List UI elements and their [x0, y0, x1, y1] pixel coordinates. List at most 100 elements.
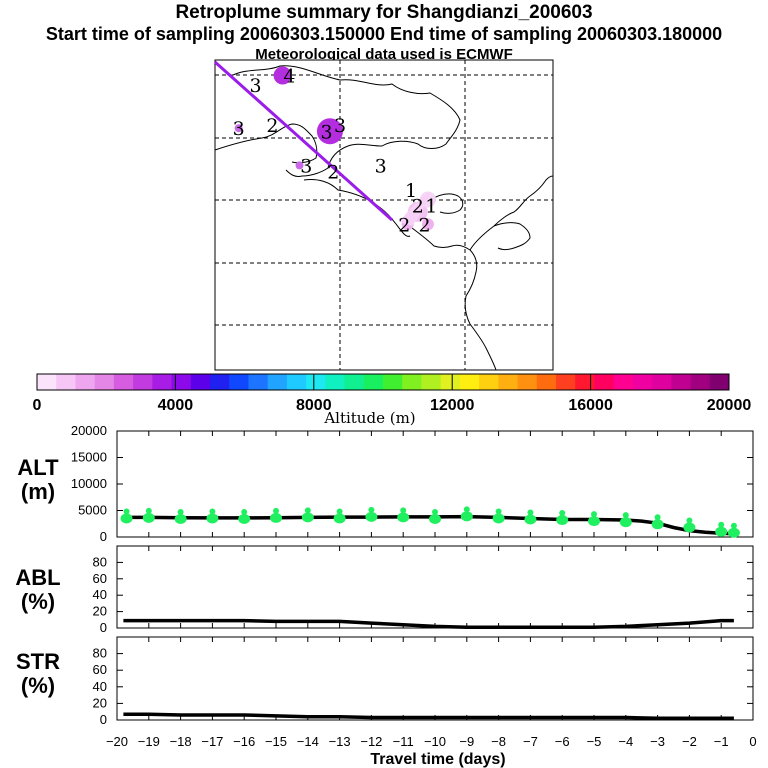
data-point — [715, 526, 728, 537]
y-tick-label: 0 — [100, 620, 107, 635]
colorbar-ticks: 0 4000 8000 12000 16000 20000 — [33, 374, 752, 414]
map-cluster-label: 2 — [266, 115, 278, 137]
data-point — [559, 510, 566, 517]
x-tick-label: −15 — [265, 734, 287, 749]
map-cluster-label: 1 — [405, 180, 417, 202]
x-tick-label: −12 — [360, 734, 382, 749]
data-point — [654, 514, 661, 521]
coastline — [429, 193, 464, 214]
data-point — [492, 513, 505, 524]
plume-cluster — [316, 118, 343, 145]
data-point — [622, 512, 629, 519]
colorbar-cell — [652, 374, 672, 390]
chart-title: Retroplume summary for Shangdianzi_20060… — [175, 2, 593, 23]
colorbar-frame — [36, 373, 730, 391]
colorbar-cell — [267, 374, 288, 390]
x-tick-label: −1 — [714, 734, 729, 749]
str-label-line2: (%) — [20, 673, 56, 698]
y-tick-label: 60 — [93, 662, 107, 677]
x-tick-label: −3 — [650, 734, 665, 749]
colorbar-cell — [94, 374, 115, 390]
colorbar-cell — [575, 374, 595, 390]
colorbar-cell — [594, 374, 615, 390]
data-point — [238, 513, 251, 524]
colorbar-cell — [75, 374, 96, 390]
panel-frame — [116, 636, 754, 721]
data-point — [432, 508, 438, 515]
colorbar-cell — [286, 374, 307, 390]
colorbar-cell — [690, 374, 711, 390]
colorbar-tick-label: 20000 — [707, 397, 752, 414]
data-point — [683, 522, 696, 533]
x-tick-label: 0 — [749, 734, 756, 749]
panel-frame — [116, 545, 754, 629]
met-data-source: Meteorological data used is ECMWF — [255, 46, 513, 63]
y-tick-label: 0 — [100, 529, 107, 544]
data-point — [730, 522, 737, 529]
colorbar-cell — [113, 374, 134, 390]
colorbar-cell — [56, 374, 76, 390]
trajectory-line — [214, 60, 393, 222]
y-tick-label: 80 — [93, 554, 107, 569]
colorbar-cell — [171, 374, 192, 390]
coastline — [493, 222, 531, 250]
map-cluster-label: 3 — [233, 118, 245, 140]
x-axis-title: Travel time (days) — [370, 751, 505, 768]
x-tick-label: −5 — [587, 734, 602, 749]
x-tick-label: −16 — [233, 734, 255, 749]
data-point — [588, 516, 600, 527]
map-cluster-label: 3 — [250, 75, 262, 97]
data-point — [495, 508, 502, 515]
map-cluster-label: 2 — [419, 214, 431, 236]
abl-label-line1: ABL — [15, 565, 61, 590]
map-cluster-label: 4 — [283, 66, 295, 88]
map-cluster-label: 2 — [412, 196, 424, 218]
data-point — [333, 513, 346, 524]
coastline — [214, 123, 318, 164]
data-point — [177, 508, 184, 515]
plume-cluster — [234, 124, 243, 133]
colorbar-cell — [190, 374, 211, 390]
data-point — [397, 512, 410, 523]
colorbar-cell — [325, 374, 346, 390]
data-point — [591, 511, 597, 518]
map-labels: 3 43 2 3 33 2 312 12 2 — [233, 66, 438, 237]
y-tick-label: 40 — [93, 587, 107, 602]
plume-cluster — [273, 66, 292, 85]
colorbar-cells — [37, 374, 730, 390]
colorbar-cell — [363, 374, 384, 390]
series-line — [123, 618, 734, 629]
x-tick-label: −9 — [459, 734, 474, 749]
y-tick-label: 5000 — [78, 503, 107, 518]
colorbar-tick-label: 16000 — [568, 397, 613, 414]
map-cluster-label: 2 — [398, 214, 410, 236]
data-point — [304, 507, 311, 514]
colorbar: 0 4000 8000 12000 16000 20000 Altitude (m) — [33, 373, 752, 427]
colorbar-cell — [556, 374, 576, 390]
data-point — [718, 521, 725, 528]
data-point — [123, 508, 130, 515]
colorbar-tick-label: 4000 — [158, 397, 194, 414]
colorbar-cell — [133, 374, 153, 390]
colorbar-cell — [152, 374, 173, 390]
str-label-line1: STR — [16, 649, 60, 674]
y-tick-label: 60 — [93, 571, 107, 586]
x-tick-label: −4 — [618, 734, 633, 749]
data-point — [241, 508, 248, 515]
plume-cluster — [400, 192, 430, 226]
data-point — [120, 513, 133, 524]
x-tick-label: −13 — [329, 734, 351, 749]
colorbar-tick-label: 8000 — [296, 397, 332, 414]
coastline — [232, 65, 461, 177]
data-point — [270, 512, 282, 523]
colorbar-cell — [402, 374, 422, 390]
colorbar-cell — [37, 374, 57, 390]
y-tick-label: 0 — [100, 712, 107, 727]
alt-label-line2: (m) — [20, 479, 56, 504]
y-tick-label: 20 — [93, 604, 107, 619]
alt-label-line1: ALT — [17, 455, 59, 480]
timeseries-panels: 20000150001000050000806040200806040200−2… — [71, 423, 757, 768]
data-point — [524, 514, 537, 525]
